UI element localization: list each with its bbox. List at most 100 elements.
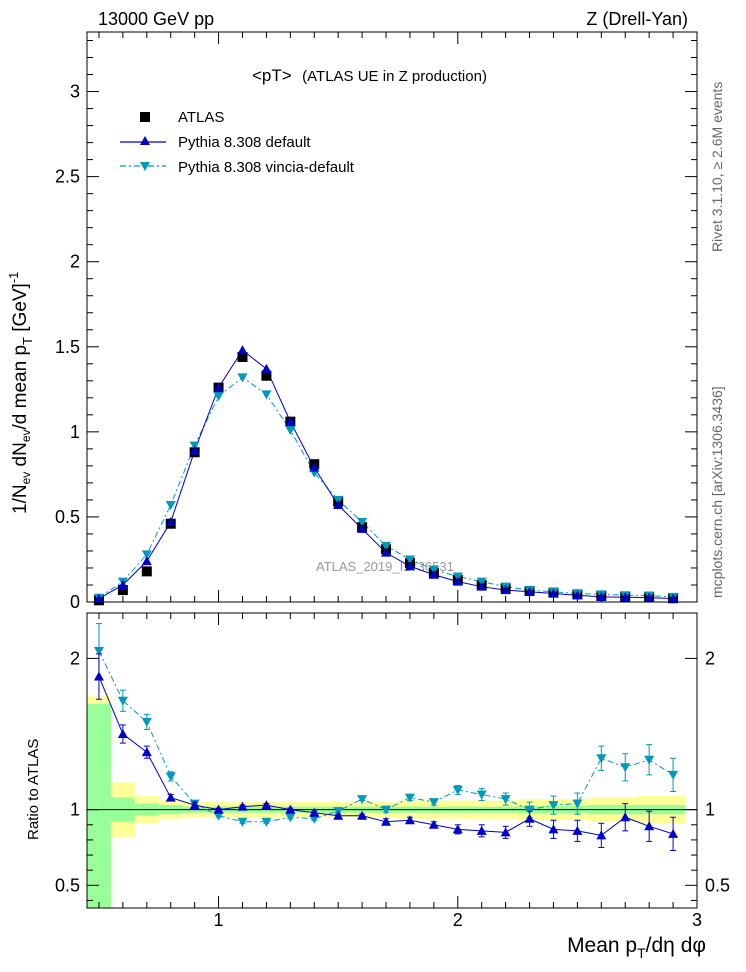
data-point-default (644, 592, 655, 602)
main-ylabel-a: 1/N (10, 484, 31, 514)
ratio-point-vincia (285, 813, 296, 823)
ratio-point-default (524, 813, 535, 823)
data-point-default (261, 363, 272, 373)
ratio-series-line-vincia (98, 650, 674, 823)
ratio-point-vincia (620, 763, 631, 773)
data-point-vincia (165, 501, 176, 511)
ratio-point-vincia (596, 754, 607, 764)
xlabel: Mean pT/dη dφ (567, 934, 706, 961)
main-ylabel-f: T (20, 337, 35, 345)
ratio-point-vincia (117, 696, 128, 706)
main-ytick-label: 2 (70, 252, 80, 272)
ratio-point-vincia (165, 772, 176, 782)
data-point-vincia (404, 555, 415, 565)
ratio-point-vincia (548, 801, 559, 811)
xlabel-a: Mean p (567, 934, 637, 957)
xlabel-b: T (637, 945, 646, 961)
legend-label-default: Pythia 8.308 default (178, 134, 311, 151)
ratio-point-vincia (93, 646, 104, 656)
data-point-default (452, 576, 463, 586)
ratio-point-default (476, 825, 487, 835)
data-point-vincia (213, 392, 224, 402)
ratio-point-vincia (500, 795, 511, 805)
ratio-point-vincia (213, 811, 224, 821)
data-point-default (357, 523, 368, 533)
ratio-point-default (596, 830, 607, 840)
ratio-point-vincia (524, 805, 535, 815)
main-ylabel-e: /d mean p (10, 345, 31, 430)
main-ytick-label: 1 (70, 422, 80, 442)
main-ylabel: 1/Nev dNev/d mean pT [GeV]-1 (6, 272, 35, 514)
data-point-atlas (141, 566, 152, 577)
ratio-point-default (213, 804, 224, 814)
data-point-default (189, 445, 200, 455)
ratio-point-vincia (572, 799, 583, 809)
main-title: <pT> (ATLAS UE in Z production) (252, 66, 487, 85)
ratio-point-default (117, 729, 128, 739)
ratio-point-vincia (237, 817, 248, 827)
main-title-main: <pT> (252, 66, 292, 85)
ratio-point-default (548, 824, 559, 834)
ratio-point-default (428, 819, 439, 829)
data-point-default (285, 416, 296, 426)
data-point-atlas (237, 351, 248, 362)
ratio-point-default (237, 801, 248, 811)
ratio-point-default (309, 807, 320, 817)
data-point-atlas (117, 585, 128, 596)
ratio-point-default (141, 747, 152, 757)
ratio-ylabel: Ratio to ATLAS (25, 739, 42, 840)
ratio-ytick-label-right: 2 (705, 648, 715, 668)
data-point-default (381, 547, 392, 557)
ratio-point-vincia (644, 755, 655, 765)
ratio-point-vincia (141, 717, 152, 727)
xlabel-c: /dη dφ (646, 934, 706, 957)
data-point-default (428, 569, 439, 579)
ratio-point-default (285, 804, 296, 814)
ratio-point-default (333, 810, 344, 820)
data-point-default (333, 500, 344, 510)
ratio-ytick-label-left: 2 (70, 648, 80, 668)
ratio-point-vincia (309, 814, 320, 824)
ratio-ytick-label-left: 1 (70, 800, 80, 820)
main-ylabel-b: ev (19, 472, 33, 485)
ratio-point-vincia (476, 790, 487, 800)
legend-marker-default (140, 136, 150, 145)
ratio-ytick-label-left: 0.5 (55, 875, 80, 895)
main-ytick-label: 1.5 (55, 337, 80, 357)
ratio-ytick-label-right: 1 (705, 800, 715, 820)
main-ylabel-d: ev (19, 429, 33, 442)
data-point-default (117, 579, 128, 589)
data-point-default (141, 556, 152, 566)
ratio-point-default (620, 812, 631, 822)
main-ylabel-c: dN (10, 442, 31, 472)
ratio-point-default (189, 800, 200, 810)
ratio-point-default (404, 815, 415, 825)
ratio-point-default (668, 828, 679, 838)
ratio-point-vincia (428, 798, 439, 808)
ratio-ytick-label-right: 0.5 (705, 875, 730, 895)
data-point-default (476, 581, 487, 591)
data-point-vincia (381, 541, 392, 551)
xtick-label: 3 (692, 910, 702, 930)
data-point-default (620, 592, 631, 602)
main-ytick-label: 2.5 (55, 167, 80, 187)
data-point-default (500, 585, 511, 595)
data-point-default (404, 561, 415, 571)
legend: ATLAS Pythia 8.308 default Pythia 8.308 … (120, 109, 355, 176)
ratio-point-default (93, 671, 104, 681)
xtick-label: 2 (453, 910, 463, 930)
ratio-point-vincia (404, 793, 415, 803)
data-point-vincia (237, 373, 248, 383)
ratio-point-default (500, 827, 511, 837)
watermark: ATLAS_2019_I1736531 (316, 559, 454, 574)
mcplots-label: mcplots.cern.ch [arXiv:1306.3436] (709, 386, 725, 598)
legend-marker-vincia (140, 162, 150, 171)
ratio-point-vincia (668, 770, 679, 780)
data-point-vincia (141, 550, 152, 560)
ratio-point-vincia (452, 786, 463, 795)
data-point-default (548, 588, 559, 598)
header-left: 13000 GeV pp (98, 9, 214, 29)
main-ylabel-g: [GeV] (10, 283, 31, 337)
data-point-default (309, 462, 320, 472)
